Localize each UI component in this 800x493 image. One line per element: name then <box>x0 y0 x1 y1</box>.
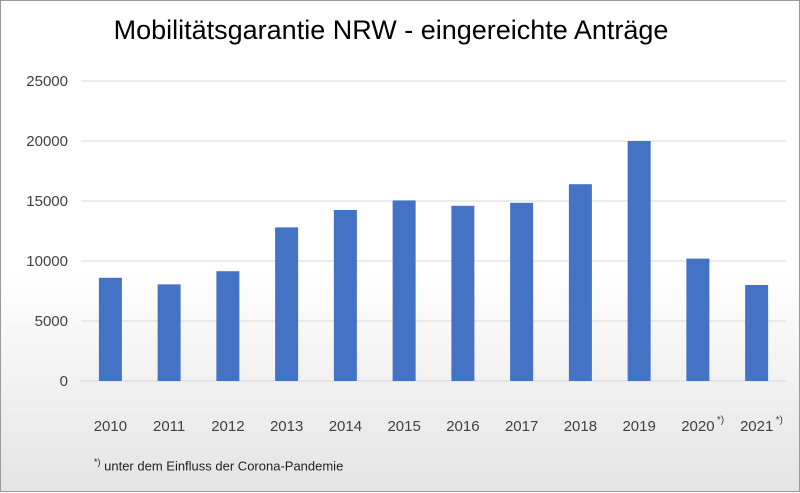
y-tick-label: 5000 <box>35 313 68 330</box>
y-tick-label: 20000 <box>26 133 68 150</box>
y-tick-label: 0 <box>60 373 68 390</box>
x-tick-label: 2018 <box>564 418 597 435</box>
bar <box>627 141 651 381</box>
x-tick-label: 2011 <box>153 418 185 435</box>
bar <box>275 227 299 381</box>
x-tick-label: 2020 <box>681 418 714 435</box>
bar <box>745 285 769 381</box>
x-tick-label: 2010 <box>94 418 127 435</box>
x-tick-label: 2015 <box>387 418 420 435</box>
bar <box>216 271 240 381</box>
bar <box>157 284 181 381</box>
bar <box>686 258 710 381</box>
bar <box>510 202 534 381</box>
y-tick-label: 10000 <box>26 253 68 270</box>
footnote: *) unter dem Einfluss der Corona-Pandemi… <box>94 457 343 473</box>
footnote-mark: *) <box>94 457 101 467</box>
x-tick-label: 2016 <box>446 418 479 435</box>
bar <box>333 210 357 381</box>
x-tick-mark: *) <box>717 415 724 426</box>
x-tick-label: 2014 <box>329 418 362 435</box>
bar <box>98 277 122 381</box>
x-tick-mark: *) <box>776 415 783 426</box>
x-tick-label: 2021 <box>740 418 773 435</box>
x-tick-label: 2012 <box>211 418 244 435</box>
footnote-text: unter dem Einfluss der Corona-Pandemie <box>104 458 344 474</box>
bar <box>392 200 416 381</box>
x-tick-label: 2017 <box>505 418 538 435</box>
bar <box>451 205 475 381</box>
y-tick-label: 15000 <box>26 193 68 210</box>
chart-title: Mobilitätsgarantie NRW - eingereichte An… <box>113 15 669 45</box>
y-tick-label: 25000 <box>26 73 68 90</box>
bar <box>568 184 592 381</box>
x-tick-label: 2019 <box>622 418 655 435</box>
x-tick-label: 2013 <box>270 418 303 435</box>
